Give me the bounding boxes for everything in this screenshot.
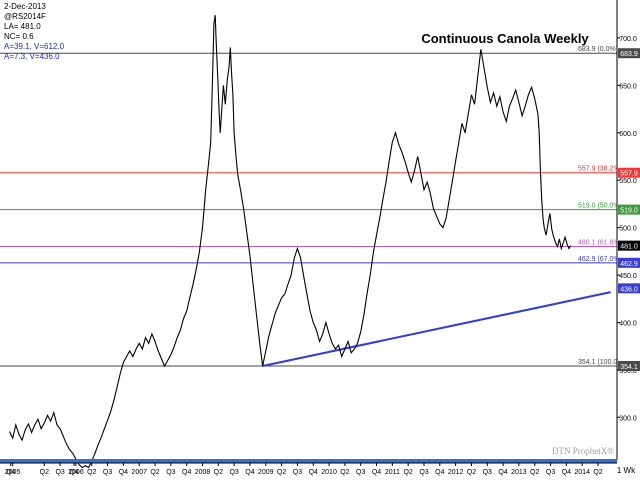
info-last: LA= 481.0 [4, 22, 41, 31]
x-tick-label: Q4 [498, 469, 507, 476]
y-tick-label: 600.0 [619, 131, 637, 138]
x-tick-label: 2012 [448, 469, 464, 476]
fib-levels: 683.9 (0.0%) 557.9 (38.2%) 519.0 (50.0%) 48… [0, 46, 626, 367]
value-marker-label: 481.0 [620, 244, 638, 251]
price-series [9, 15, 572, 469]
value-marker [618, 361, 640, 372]
value-marker [618, 48, 640, 59]
fib-label: 480.1 (61.8%) [578, 240, 622, 247]
info-panel: 2-Dec-2013 @RS2014F LA= 481.0 NC= 0.6 A=… [4, 2, 64, 62]
fib-label: 557.9 (38.2%) [578, 166, 622, 173]
x-tick-label: 2006 [68, 469, 84, 476]
x-tick-label: Q3 [356, 469, 365, 476]
x-axis-band [0, 459, 617, 463]
x-tick-label: 2009 [258, 469, 274, 476]
x-tick-label: Q4 [6, 469, 15, 476]
x-tick-label: Q3 [229, 469, 238, 476]
x-tick-label: Q3 [103, 469, 112, 476]
y-tick-label: 550.0 [619, 178, 637, 185]
y-tick-label: 400.0 [619, 320, 637, 327]
x-tick-label: 2008 [195, 469, 211, 476]
info-date: 2-Dec-2013 [4, 2, 46, 11]
y-tick-label: 500.0 [619, 226, 637, 233]
fib-label: 519.0 (50.0%) [578, 203, 622, 210]
x-tick-label: 2005 [5, 469, 21, 476]
x-tick-label: Q2 [340, 469, 349, 476]
x-tick-label: Q2 [593, 469, 602, 476]
value-marker-label: 519.0 [620, 208, 638, 215]
value-marker [618, 240, 640, 251]
price-line [9, 15, 572, 469]
y-tick-label: 650.0 [619, 83, 637, 90]
x-tick-label: Q4 [245, 469, 254, 476]
y-tick-label: 450.0 [619, 273, 637, 280]
value-marker-label: 557.9 [620, 171, 638, 178]
fib-label: 462.9 (67.0%) [578, 256, 622, 263]
y-axis: 300.0 350.0 400.0 450.0 500.0 550.0 600.0 650.0… [616, 0, 640, 480]
x-tick-label: 2010 [321, 469, 337, 476]
x-tick-label: Q2 [40, 469, 49, 476]
value-marker-label: 462.9 [620, 261, 638, 268]
x-tick-label: Q3 [293, 469, 302, 476]
value-marker-label: 436.0 [620, 286, 638, 293]
x-tick-label: Q2 [530, 469, 539, 476]
x-tick-label: Q4 [182, 469, 191, 476]
x-tick-label: Q2 [214, 469, 223, 476]
x-tick-label: Q4 [435, 469, 444, 476]
x-tick-label: Q4 [119, 469, 128, 476]
x-tick-label: Q2 [277, 469, 286, 476]
x-tick-label: 2007 [131, 469, 147, 476]
y-tick-label: 700.0 [619, 36, 637, 43]
fib-label: 354.1 (100.0%) [578, 359, 626, 366]
value-marker [618, 167, 640, 178]
x-tick-label: Q2 [150, 469, 159, 476]
x-tick-label: Q3 [483, 469, 492, 476]
x-tick-label: 2013 [511, 469, 527, 476]
value-marker [618, 204, 640, 215]
y-tick-label: 300.0 [619, 415, 637, 422]
x-tick-label: 2011 [385, 469, 400, 476]
value-marker-label: 354.1 [620, 364, 638, 371]
x-tick-label: Q4 [69, 469, 78, 476]
x-tick-label: Q3 [166, 469, 175, 476]
x-tick-label: Q3 [546, 469, 555, 476]
x-tick-label: Q4 [372, 469, 381, 476]
x-tick-label: Q4 [309, 469, 318, 476]
value-marker-label: 683.9 [620, 51, 638, 58]
x-tick-label: 2014 [574, 469, 590, 476]
chart-title: Continuous Canola Weekly [421, 31, 589, 46]
x-tick-label: Q2 [467, 469, 476, 476]
x-tick-label: Q2 [403, 469, 412, 476]
y-tick-label: 350.0 [619, 368, 637, 375]
info-symbol: @RS2014F [4, 12, 46, 21]
fib-label: 683.9 (0.0%) [578, 46, 618, 53]
x-tick-label: Q4 [562, 469, 571, 476]
x-tick-label: Q3 [419, 469, 428, 476]
info-point-b: A=7.3, V=436.0 [4, 52, 60, 61]
y-axis-panel [617, 0, 640, 480]
trendline [262, 291, 611, 367]
watermark: DTN ProphetX® [552, 446, 614, 456]
trendline-group [262, 291, 611, 367]
info-net-change: NC= 0.6 [4, 32, 34, 41]
right-markers: 683.9 557.9 519.0 481.0 462.9 436.0 354.1 [618, 48, 640, 372]
info-point-a: A=39.1, V=612.0 [4, 42, 65, 51]
value-marker [618, 257, 640, 268]
value-marker [618, 283, 640, 294]
x-tick-label: Q2 [87, 469, 96, 476]
y-unit-label: 1 Wk [617, 466, 636, 475]
x-tick-label: Q3 [55, 469, 64, 476]
